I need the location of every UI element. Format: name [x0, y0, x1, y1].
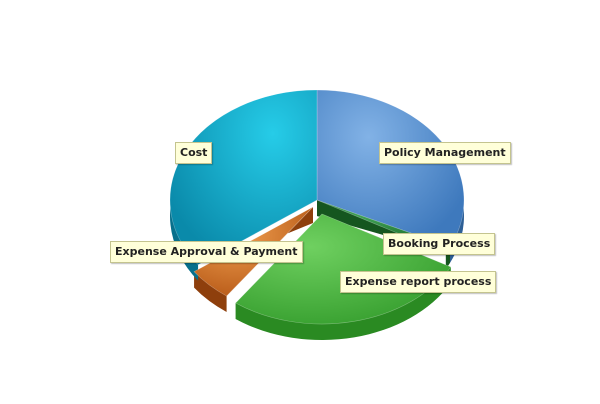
pie-top-layer [169, 89, 465, 325]
slice-label-booking-process: Booking Process [383, 233, 496, 255]
pie-slice-cost[interactable] [169, 89, 318, 266]
slice-label-expense-report-process: Expense report process [340, 271, 497, 293]
slice-label-expense-approval-payment: Expense Approval & Payment [110, 241, 303, 263]
slice-label-cost: Cost [175, 142, 213, 164]
pie-slice-policy-management[interactable] [316, 89, 465, 248]
slice-label-policy-management: Policy Management [379, 142, 511, 164]
